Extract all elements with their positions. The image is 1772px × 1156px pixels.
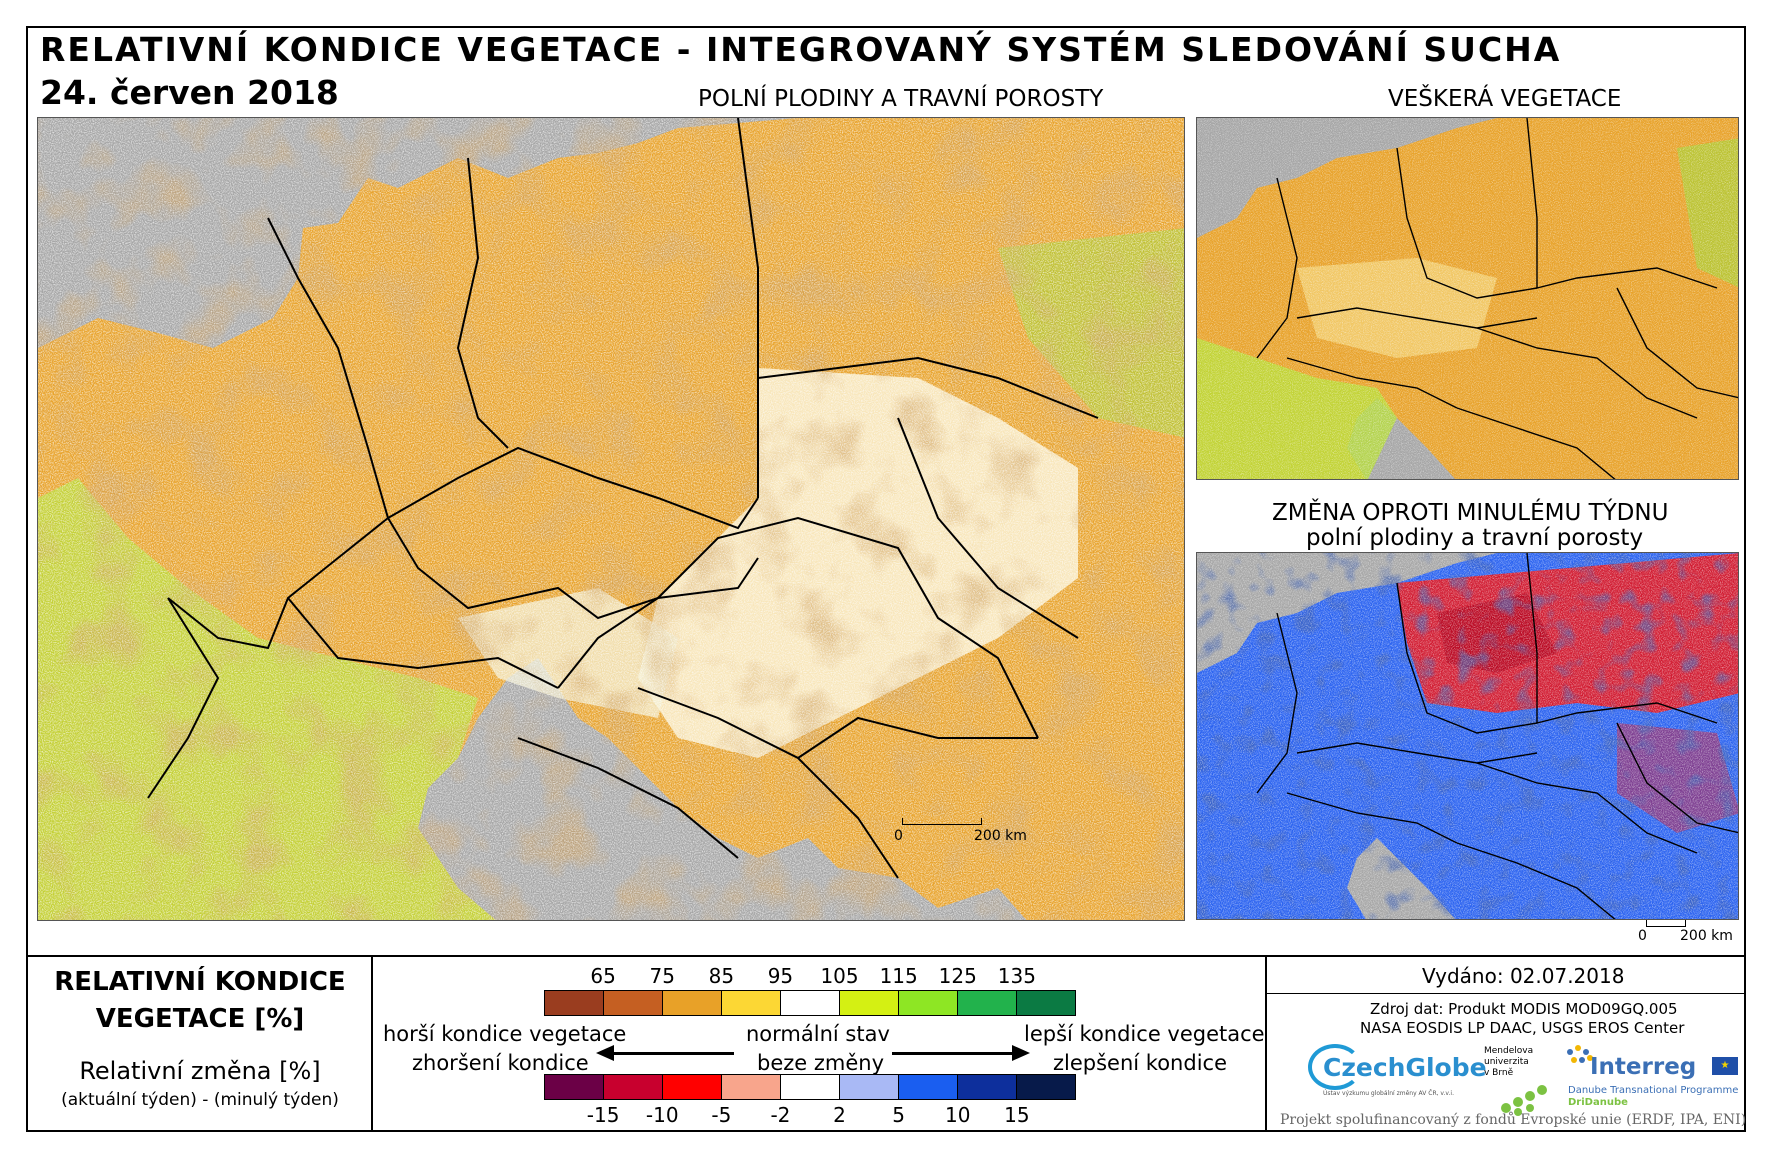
- all-vegetation-map[interactable]: [1196, 117, 1739, 480]
- change-swatch: [545, 1075, 604, 1099]
- change-swatch: [899, 1075, 958, 1099]
- change-tick-label: -10: [645, 1103, 679, 1127]
- no-change-label: beze změny: [757, 1051, 885, 1075]
- interreg-subtitle-2: DriDanube: [1568, 1097, 1628, 1108]
- eu-flag-icon: ★: [1712, 1057, 1738, 1075]
- legend-condition-title-1: RELATIVNÍ KONDICE: [54, 967, 346, 997]
- condition-tick-label: 85: [708, 964, 735, 988]
- report-date: 24. červen 2018: [40, 73, 339, 112]
- change-map-sublabel: polní plodiny a travní porosty: [1306, 525, 1644, 551]
- main-map-label: POLNÍ PLODINY A TRAVNÍ POROSTY: [698, 86, 1104, 112]
- change-tick-label: -15: [586, 1103, 620, 1127]
- condition-swatch: [899, 991, 958, 1015]
- all-vegetation-map-label: VEŠKERÁ VEGETACE: [1388, 86, 1622, 112]
- condition-swatch: [663, 991, 722, 1015]
- legend-right-divider: [1265, 955, 1267, 1132]
- legend-divider: [26, 955, 1746, 957]
- scale-zero: 0: [894, 828, 903, 844]
- change-tick-label: 5: [892, 1103, 906, 1127]
- worsening-label: zhoršení kondice: [412, 1051, 589, 1075]
- condition-tick-label: 95: [767, 964, 794, 988]
- condition-colorbar: [544, 990, 1076, 1016]
- page-frame: [26, 26, 1746, 1132]
- condition-swatch: [1017, 991, 1075, 1015]
- normal-state-label: normální stav: [746, 1022, 890, 1046]
- change-tick-label: -5: [711, 1103, 732, 1127]
- all-vegetation-canvas: [1197, 118, 1738, 479]
- change-tick-label: 2: [833, 1103, 846, 1127]
- interreg-logo-text: Interreg: [1590, 1054, 1697, 1080]
- eu-funding-note: Projekt spolufinancovaný z fondů Evropsk…: [1280, 1112, 1747, 1128]
- legend-change-title: Relativní změna [%]: [79, 1057, 321, 1085]
- change-swatch: [722, 1075, 781, 1099]
- condition-tick-label: 125: [938, 964, 977, 988]
- data-source-1: Zdroj dat: Produkt MODIS MOD09GQ.005: [1370, 1000, 1678, 1018]
- change-tick-label: 10: [945, 1103, 971, 1127]
- data-source-2: NASA EOSDIS LP DAAC, USGS EROS Center: [1360, 1019, 1685, 1037]
- legend-condition-title-2: VEGETACE [%]: [95, 1004, 305, 1034]
- weekly-change-canvas: [1197, 553, 1738, 919]
- czechglobe-subtitle: Ústav výzkumu globální změny AV ČR, v.v.…: [1323, 1090, 1454, 1097]
- mendel-text-2: univerzita: [1484, 1057, 1529, 1067]
- condition-tick-label: 115: [879, 964, 918, 988]
- change-swatch: [1017, 1075, 1075, 1099]
- legend-change-subtitle: (aktuální týden) - (minulý týden): [61, 1090, 339, 1110]
- change-tick-label: 15: [1004, 1103, 1030, 1127]
- issued-date: Vydáno: 02.07.2018: [1422, 964, 1625, 988]
- change-swatch: [958, 1075, 1017, 1099]
- change-tick-label: -2: [770, 1103, 791, 1127]
- change-swatch: [663, 1075, 722, 1099]
- condition-tick-label: 75: [649, 964, 675, 988]
- condition-tick-label: 105: [820, 964, 859, 988]
- condition-swatch: [545, 991, 604, 1015]
- main-map-canvas: [38, 118, 1184, 920]
- small-scale-distance: 200 km: [1680, 928, 1733, 944]
- better-condition-label: lepší kondice vegetace: [1024, 1022, 1265, 1046]
- small-scale-zero: 0: [1638, 928, 1647, 944]
- main-condition-map[interactable]: [37, 117, 1185, 921]
- worse-condition-label: horší kondice vegetace: [383, 1022, 627, 1046]
- change-colorbar: [544, 1074, 1076, 1100]
- condition-swatch: [604, 991, 663, 1015]
- mendel-text-1: Mendelova: [1484, 1046, 1534, 1056]
- condition-swatch: [840, 991, 899, 1015]
- interreg-dots-icon: [1567, 1045, 1593, 1063]
- legend-left-divider: [371, 955, 373, 1132]
- interreg-subtitle-1: Danube Transnational Programme: [1568, 1085, 1739, 1096]
- change-swatch: [604, 1075, 663, 1099]
- weekly-change-map[interactable]: [1196, 552, 1739, 920]
- change-map-label: ZMĚNA OPROTI MINULÉMU TÝDNU: [1272, 500, 1669, 526]
- change-swatch: [840, 1075, 899, 1099]
- page-title: RELATIVNÍ KONDICE VEGETACE - INTEGROVANÝ…: [40, 30, 1562, 69]
- condition-swatch: [722, 991, 781, 1015]
- czechglobe-logo-text: CzechGlobe: [1323, 1053, 1487, 1082]
- condition-tick-label: 135: [997, 964, 1036, 988]
- improvement-label: zlepšení kondice: [1053, 1051, 1227, 1075]
- mendel-text-3: v Brně: [1484, 1068, 1514, 1078]
- change-swatch: [781, 1075, 840, 1099]
- condition-swatch: [958, 991, 1017, 1015]
- mendel-dots-icon: [1501, 1085, 1547, 1116]
- country-borders: [147, 118, 1099, 879]
- issued-divider: [1265, 993, 1746, 994]
- condition-tick-label: 65: [590, 964, 616, 988]
- scale-distance: 200 km: [974, 828, 1027, 844]
- condition-swatch: [781, 991, 840, 1015]
